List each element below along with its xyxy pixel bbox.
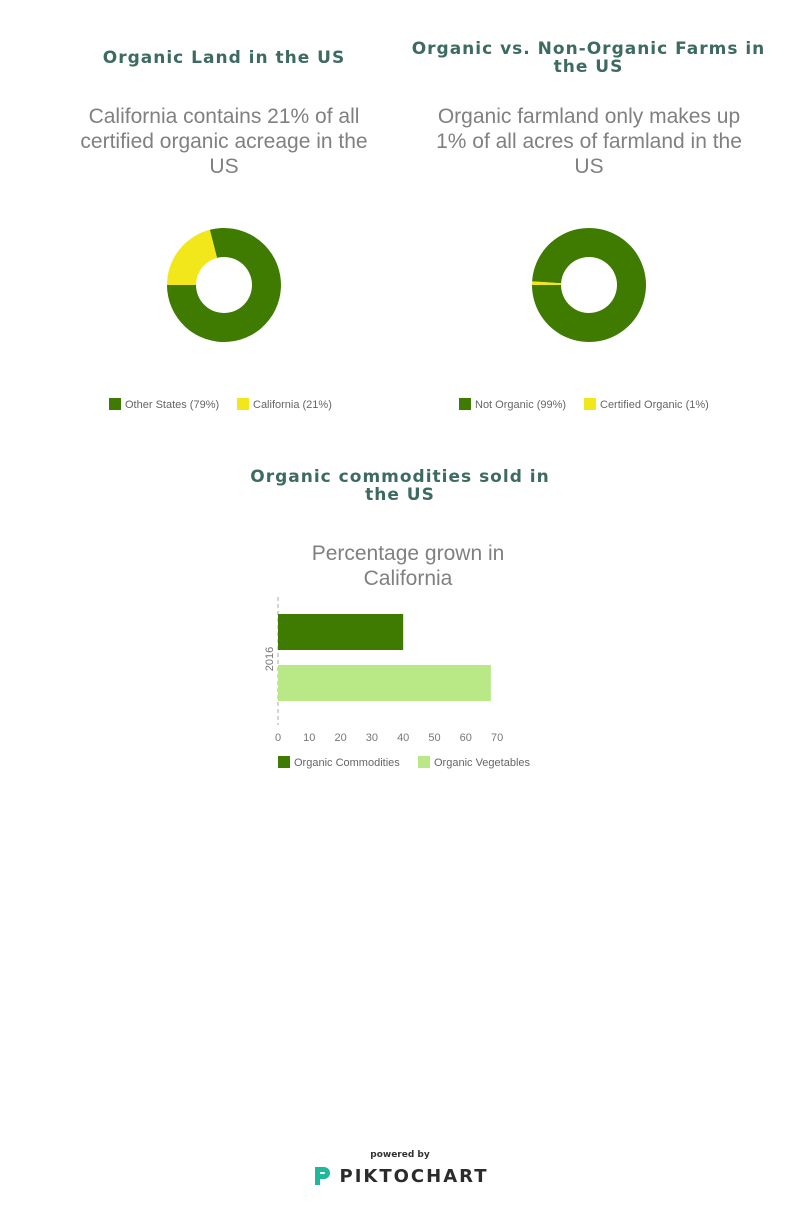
farms-legend-label-0: Not Organic (99%) xyxy=(475,399,566,411)
bar-legend-swatch-0 xyxy=(278,756,290,768)
land-slice-0 xyxy=(167,228,281,342)
x-tick-label: 30 xyxy=(366,732,378,744)
farms-slice-1 xyxy=(532,281,562,285)
land-slice-1 xyxy=(167,229,218,285)
farms-heading: Organic vs. Non-Organic Farms in the US xyxy=(411,39,766,77)
farms-legend-swatch-1 xyxy=(584,398,596,410)
farms-slice-0 xyxy=(532,228,646,343)
bar-1 xyxy=(278,665,491,701)
land-heading: Organic Land in the US xyxy=(102,48,346,68)
commodities-subtitle: Percentage grown in California xyxy=(311,542,505,590)
bar-legend-label-1: Organic Vegetables xyxy=(434,757,531,769)
land-legend-label-1: California (21%) xyxy=(253,399,332,411)
x-tick-label: 70 xyxy=(491,732,503,744)
land-subtitle: California contains 21% of all certified… xyxy=(80,105,368,178)
brand-name: PIKTOCHART xyxy=(339,1165,489,1187)
powered-by-text: powered by xyxy=(370,1150,430,1160)
x-tick-label: 50 xyxy=(428,732,440,744)
bar-0 xyxy=(278,614,404,650)
x-tick-label: 0 xyxy=(275,732,281,744)
farms-legend-swatch-0 xyxy=(459,398,471,410)
x-tick-label: 60 xyxy=(460,732,472,744)
land-legend-label-0: Other States (79%) xyxy=(125,399,219,411)
footer: powered by PIKTOCHART xyxy=(0,1150,800,1193)
farms-subtitle: Organic farmland only makes up 1% of all… xyxy=(436,105,742,178)
piktochart-logo[interactable]: PIKTOCHART xyxy=(312,1164,489,1188)
commodities-heading: Organic commodities sold in the US xyxy=(250,467,550,505)
x-tick-label: 20 xyxy=(334,732,346,744)
piktochart-p-icon xyxy=(314,1167,330,1185)
farms-legend-label-1: Certified Organic (1%) xyxy=(600,399,709,411)
bar-category-label: 2016 xyxy=(264,647,276,671)
bar-legend-label-0: Organic Commodities xyxy=(294,757,400,769)
land-legend-swatch-1 xyxy=(237,398,249,410)
land-legend-swatch-0 xyxy=(109,398,121,410)
bar-legend-swatch-1 xyxy=(418,756,430,768)
x-tick-label: 40 xyxy=(397,732,409,744)
x-tick-label: 10 xyxy=(303,732,315,744)
